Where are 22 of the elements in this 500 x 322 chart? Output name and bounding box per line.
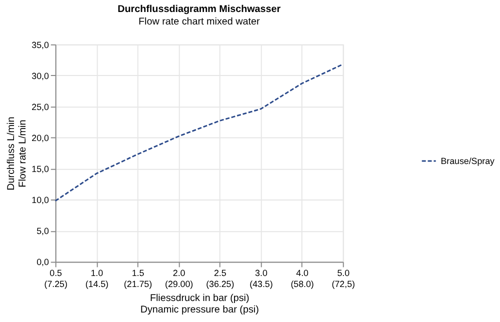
y-axis-title: Durchfluss L/min Flow rate L/min	[6, 116, 29, 190]
x-tick-label: 1.0 (14.5)	[85, 268, 109, 289]
chart-subtitle: Flow rate chart mixed water	[138, 16, 260, 28]
x-axis-title: Fliessdruck in bar (psi) Dynamic pressure bar (psi)	[140, 292, 259, 316]
x-tick-label: 5.0 (72,5)	[332, 268, 356, 289]
x-tick-label: 4.0 (58.0)	[290, 268, 314, 289]
y-tick-label: 20,0	[32, 133, 49, 143]
chart-title: Durchflussdiagramm Mischwasser	[118, 4, 281, 15]
y-tick-label: 10,0	[32, 195, 49, 206]
x-tick-label: 0.5 (7.25)	[44, 268, 68, 289]
y-tick-label: 15,0	[32, 164, 49, 174]
y-tick-label: 25,0	[32, 102, 49, 112]
y-tick-label: 35,0	[32, 40, 49, 50]
y-tick-label: 0,0	[36, 257, 49, 268]
x-tick-label: 2.5 (36.25)	[206, 268, 234, 289]
legend-label: Brause/Spray	[440, 156, 496, 166]
x-tick-label: 3.0 (43.5)	[250, 268, 273, 289]
y-tick-label: 5,0	[36, 226, 49, 236]
y-tick-label: 30,0	[32, 70, 49, 81]
line-series	[54, 64, 344, 202]
x-tick-label: 2.0 (29.00)	[165, 268, 194, 289]
x-tick-label: 1.5 (21.75)	[124, 268, 152, 289]
